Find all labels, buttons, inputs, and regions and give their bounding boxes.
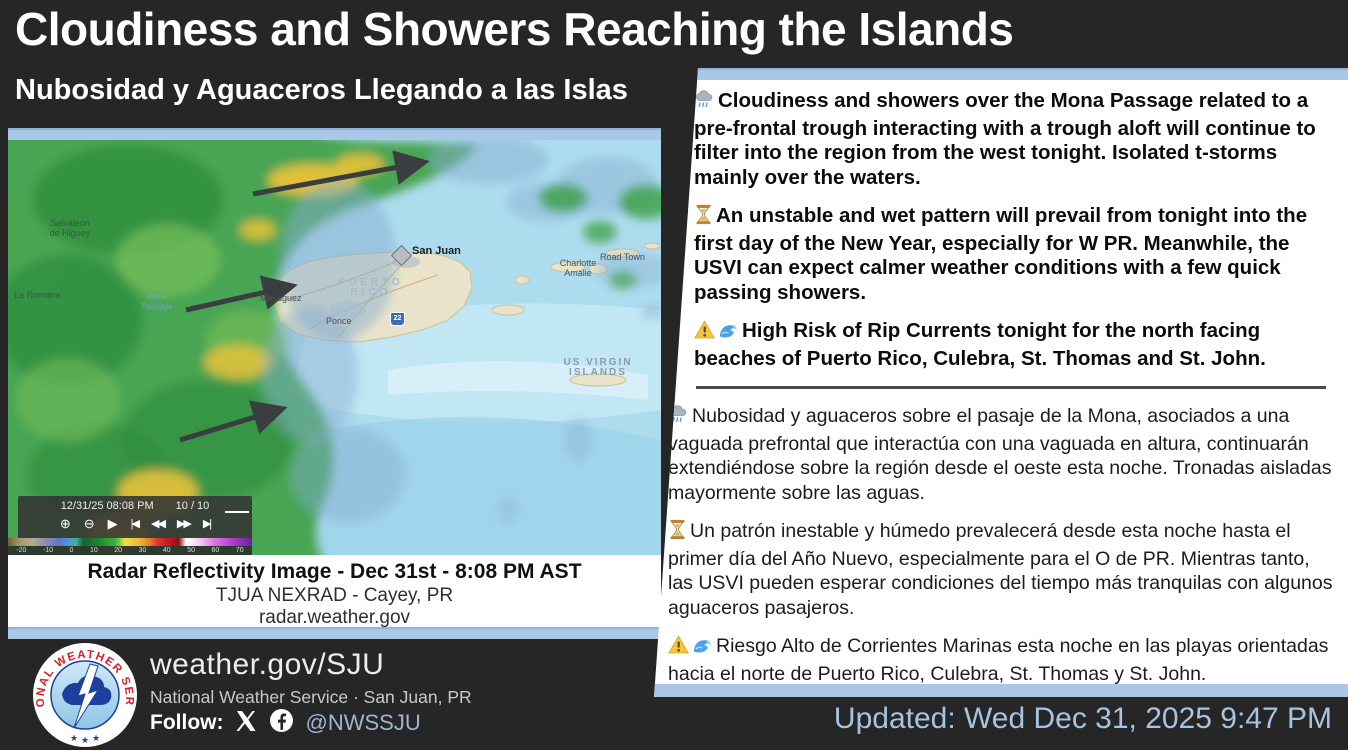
social-handle: @NWSSJU	[305, 710, 421, 735]
map-label-road-town: Road Town	[600, 252, 645, 262]
scale-label: 50	[187, 547, 195, 554]
radar-controls: 12/31/25 08:08 PM 10 / 10 ⊕ ⊖ ▶ |◀ ◀◀ ▶▶…	[18, 496, 252, 540]
language-divider	[696, 386, 1326, 389]
page-title: Cloudiness and Showers Reaching the Isla…	[15, 3, 1014, 55]
warning-icon	[694, 320, 715, 347]
radar-map-image: La Romana Salvaleon de Higuey Mona Passa…	[8, 140, 661, 555]
map-label-puerto-rico: PUERTO RICO	[338, 277, 404, 298]
spanish-paragraph-text: Un patrón inestable y húmedo prevalecerá…	[668, 520, 1333, 619]
updated-timestamp: Updated: Wed Dec 31, 2025 9:47 PM	[833, 702, 1332, 735]
zoom-in-button[interactable]: ⊕	[59, 516, 71, 531]
scale-label: 30	[138, 547, 147, 554]
website-url: weather.gov/SJU	[150, 648, 385, 681]
map-label-mayaguez: Mayaguez	[260, 293, 302, 303]
wave-icon	[718, 321, 739, 347]
facebook-icon	[269, 708, 294, 738]
motion-arrows	[179, 150, 430, 443]
wave-icon	[692, 636, 713, 662]
follow-label: Follow:	[150, 711, 224, 734]
spanish-paragraph-clouds: Nubosidad y aguaceros sobre el pasaje de…	[668, 404, 1336, 505]
spanish-paragraph-pattern: Un patrón inestable y húmedo prevalecerá…	[668, 519, 1336, 620]
hourglass-icon	[668, 519, 687, 547]
rain-cloud-icon	[694, 89, 715, 117]
spanish-paragraph-text: Nubosidad y aguaceros sobre el pasaje de…	[668, 405, 1332, 504]
radar-panel: La Romana Salvaleon de Higuey Mona Passa…	[8, 128, 661, 639]
forecast-discussion-panel: Cloudiness and showers over the Mona Pas…	[654, 68, 1348, 697]
panel-top-accent-bar	[654, 68, 1348, 80]
english-paragraph-text: High Risk of Rip Currents tonight for th…	[694, 319, 1266, 370]
map-label-higuey: Salvaleon de Higuey	[49, 218, 91, 238]
radar-bottom-accent-bar	[8, 627, 661, 639]
scale-label: 0	[69, 547, 74, 554]
play-button[interactable]: ▶	[107, 516, 118, 531]
map-label-charlotte-amalie: Charlotte Amalie	[559, 258, 597, 278]
map-label-san-juan: San Juan	[412, 245, 461, 257]
map-label-ponce: Ponce	[326, 316, 352, 326]
rain-cloud-icon	[668, 404, 689, 432]
radar-frame-counter: 10 / 10	[175, 500, 210, 512]
panel-bottom-accent-bar	[654, 684, 1348, 697]
spanish-paragraph-rip-currents: Riesgo Alto de Corrientes Marinas esta n…	[668, 634, 1336, 686]
follow-row: Follow: @NWSSJU	[150, 708, 421, 738]
scale-label: -10	[42, 547, 54, 554]
english-paragraph-text: Cloudiness and showers over the Mona Pas…	[694, 89, 1316, 189]
spanish-paragraph-text: Riesgo Alto de Corrientes Marinas esta n…	[668, 635, 1329, 685]
map-label-usvi: US VIRGIN ISLANDS	[563, 357, 633, 378]
radar-caption-url: radar.weather.gov	[258, 607, 411, 628]
skip-to-end-button[interactable]: ▶|	[202, 518, 212, 530]
radar-map-graphic	[8, 140, 661, 555]
map-label-mona-passage: Mona Passage	[141, 292, 173, 311]
svg-text:★: ★	[70, 733, 78, 743]
hourglass-icon	[694, 204, 713, 232]
english-paragraph-rip-currents: High Risk of Rip Currents tonight for th…	[694, 319, 1336, 371]
scale-label: 40	[162, 547, 171, 554]
radar-caption-source: TJUA NEXRAD - Cayey, PR	[215, 585, 454, 606]
reflectivity-color-scale	[8, 538, 252, 546]
route-22-shield: 22	[390, 312, 405, 326]
zoom-out-button[interactable]: ⊖	[83, 516, 95, 531]
scale-label: -20	[16, 547, 27, 554]
rewind-button[interactable]: ◀◀	[150, 518, 166, 530]
svg-text:★: ★	[92, 733, 100, 743]
svg-text:★: ★	[81, 735, 89, 745]
scale-label: 20	[114, 547, 123, 554]
english-paragraph-clouds: Cloudiness and showers over the Mona Pas…	[694, 89, 1336, 190]
radar-timestamp: 12/31/25 08:08 PM	[60, 500, 154, 512]
english-paragraph-text: An unstable and wet pattern will prevail…	[694, 204, 1308, 304]
map-label-la-romana: La Romana	[14, 290, 61, 300]
radar-caption-title: Radar Reflectivity Image - Dec 31st - 8:…	[87, 560, 582, 583]
scale-label: 70	[235, 547, 244, 554]
radar-progress-indicator	[225, 511, 249, 513]
scale-label: 60	[211, 547, 220, 554]
office-name: National Weather Service · San Juan, PR	[150, 687, 472, 707]
reflectivity-scale-labels: -20 -10 0 10 20 30 40 50 60 70	[8, 546, 252, 555]
x-twitter-icon	[234, 709, 258, 738]
scale-label: 10	[89, 547, 98, 554]
page-subtitle: Nubosidad y Aguaceros Llegando a las Isl…	[15, 74, 628, 106]
warning-icon	[668, 635, 689, 662]
skip-to-start-button[interactable]: |◀	[130, 518, 140, 530]
english-paragraph-pattern: An unstable and wet pattern will prevail…	[694, 204, 1336, 305]
fast-forward-button[interactable]: ▶▶	[176, 518, 192, 530]
radar-top-accent-bar	[8, 128, 661, 140]
radar-caption: Radar Reflectivity Image - Dec 31st - 8:…	[8, 555, 661, 628]
nws-logo: NATIONAL WEATHER SERVICE ★ ★ ★	[32, 642, 137, 747]
